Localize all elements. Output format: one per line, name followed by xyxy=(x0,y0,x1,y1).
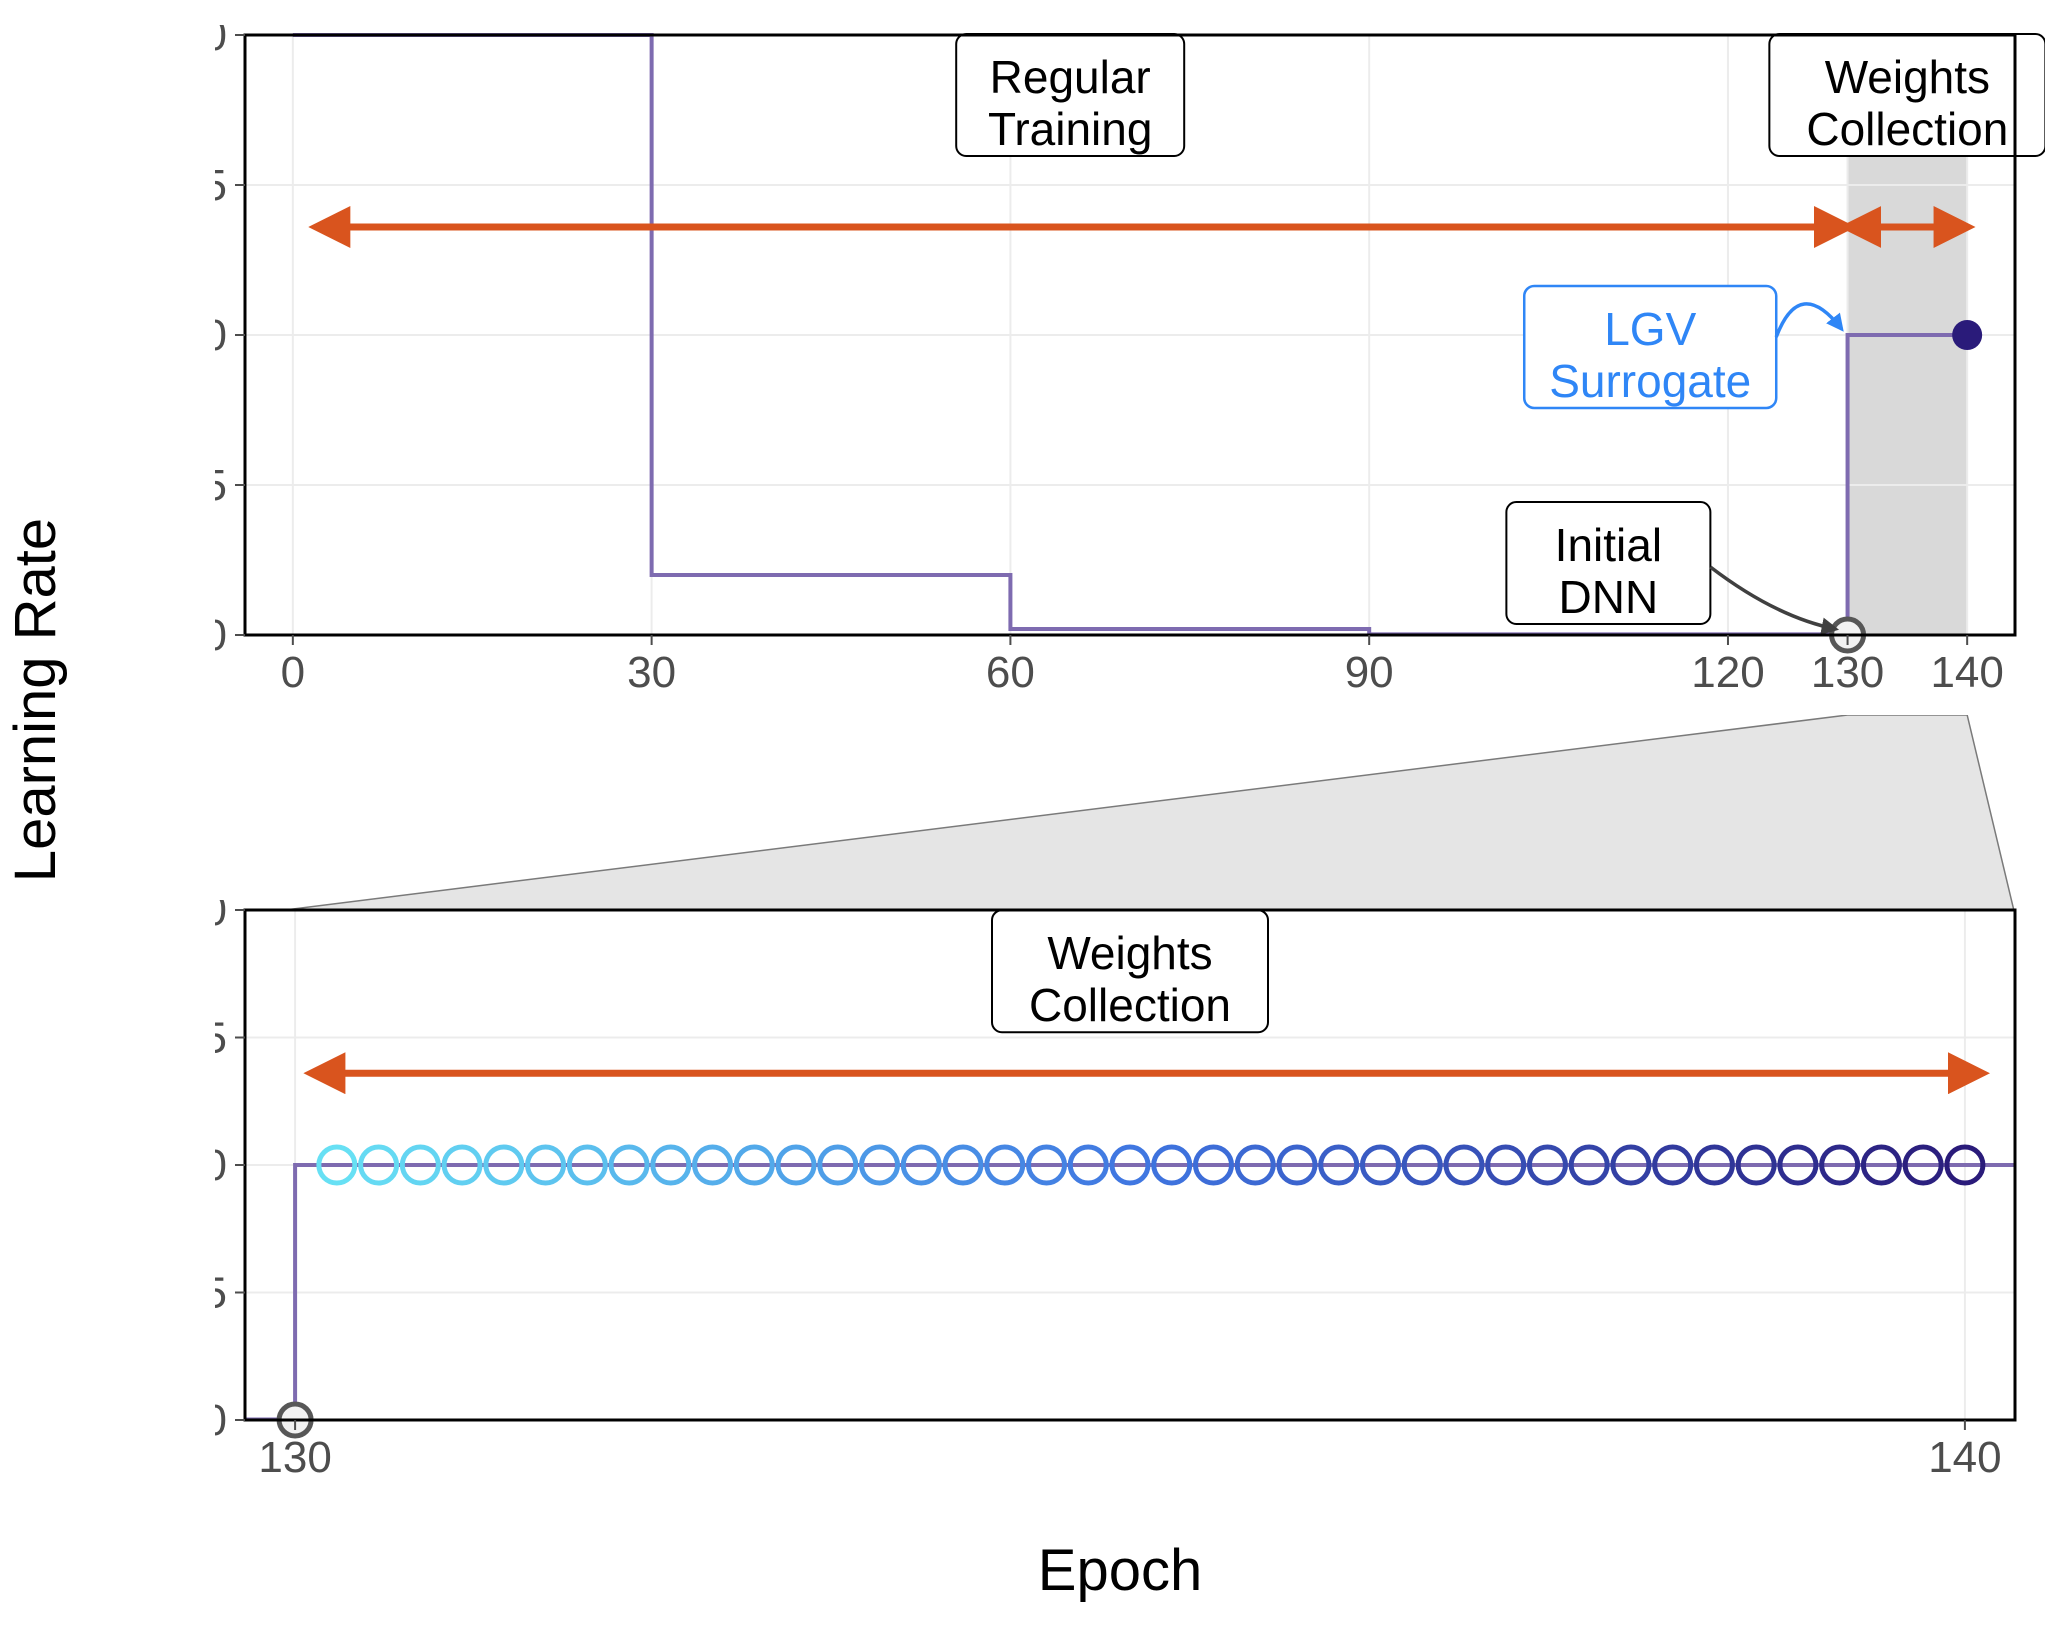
y-tick-label: 0.075 xyxy=(215,1014,227,1063)
svg-text:Surrogate: Surrogate xyxy=(1549,355,1751,407)
weights-collection-label-zoom: WeightsCollection xyxy=(992,910,1268,1032)
svg-text:LGV: LGV xyxy=(1604,303,1696,355)
x-tick-label: 130 xyxy=(258,1433,331,1482)
svg-text:Training: Training xyxy=(988,103,1152,155)
y-tick-label: 0.100 xyxy=(215,900,227,935)
x-tick-label: 140 xyxy=(1930,648,2003,697)
y-tick-label: 0.025 xyxy=(215,1269,227,1318)
x-tick-label: 130 xyxy=(1811,648,1884,697)
y-tick-label: 0.000 xyxy=(215,611,227,660)
zoom-wedge xyxy=(245,715,2015,915)
y-tick-label: 0.025 xyxy=(215,461,227,510)
x-tick-label: 140 xyxy=(1928,1433,2001,1482)
lgv-surrogate-label: LGVSurrogate xyxy=(1524,286,1776,408)
x-tick-label: 60 xyxy=(986,648,1035,697)
svg-text:Collection: Collection xyxy=(1029,979,1231,1031)
top-chart: RegularTraining WeightsCollection LGVSurro… xyxy=(215,25,2045,715)
svg-text:Collection: Collection xyxy=(1806,103,2008,155)
x-axis-title: Epoch xyxy=(1038,1538,1202,1603)
y-tick-label: 0.050 xyxy=(215,311,227,360)
svg-text:Regular: Regular xyxy=(990,51,1151,103)
y-tick-label: 0.075 xyxy=(215,161,227,210)
svg-text:Weights: Weights xyxy=(1825,51,1990,103)
x-tick-label: 0 xyxy=(281,648,305,697)
lgv-end-cap xyxy=(1952,320,1982,350)
x-tick-label: 90 xyxy=(1345,648,1394,697)
weights-collection-label: WeightsCollection xyxy=(1769,34,2045,156)
svg-text:Weights: Weights xyxy=(1047,927,1212,979)
x-tick-label: 30 xyxy=(627,648,676,697)
y-tick-label: 0.000 xyxy=(215,1396,227,1445)
bottom-chart: WeightsCollection 130 140 0.000 0.025 0.050 0.… xyxy=(215,900,2045,1500)
x-tick-label: 120 xyxy=(1691,648,1764,697)
initial-dnn-label: InitialDNN xyxy=(1506,502,1710,624)
zoom-connector xyxy=(215,715,2045,915)
y-tick-label: 0.050 xyxy=(215,1141,227,1190)
svg-text:Initial: Initial xyxy=(1555,519,1662,571)
y-tick-label: 0.100 xyxy=(215,25,227,60)
svg-text:DNN: DNN xyxy=(1559,571,1659,623)
regular-training-label: RegularTraining xyxy=(956,34,1184,156)
y-axis-title: Learning Rate xyxy=(3,518,68,882)
